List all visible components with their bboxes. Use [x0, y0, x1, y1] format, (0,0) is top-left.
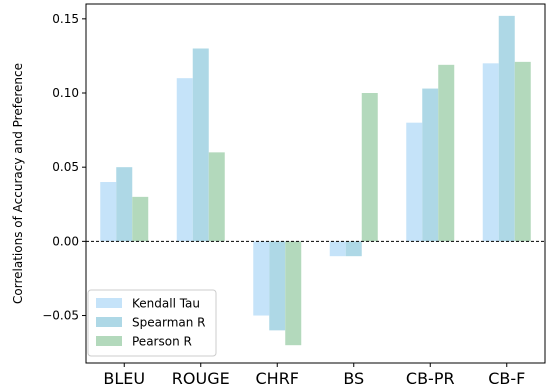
legend-label-pearson-r: Pearson R: [132, 335, 192, 349]
y-axis-label: Correlations of Accuracy and Preference: [11, 63, 25, 304]
y-tick-label: −0.05: [42, 309, 79, 323]
bar-bleu-kendall-tau: [100, 182, 117, 242]
plot-frame: [85, 3, 546, 364]
y-tick-label: 0.05: [52, 160, 79, 174]
bar-chrf-kendall-tau: [253, 241, 270, 316]
bar-bs-spearman-r: [345, 241, 362, 257]
bar-cb-f-kendall-tau: [482, 63, 499, 242]
bar-cb-f-spearman-r: [498, 15, 515, 242]
bar-cb-pr-spearman-r: [422, 88, 439, 242]
x-tick-label-cb-pr: CB-PR: [406, 369, 455, 388]
legend-swatch-pearson-r: [96, 336, 122, 346]
bars-group: [100, 15, 531, 346]
x-tick-label-bleu: BLEU: [103, 369, 145, 388]
legend-swatch-kendall-tau: [96, 298, 122, 308]
bar-rouge-kendall-tau: [176, 78, 193, 242]
x-tick-label-rouge: ROUGE: [172, 369, 230, 388]
x-tick-label-bs: BS: [343, 369, 364, 388]
bar-chrf-spearman-r: [269, 241, 286, 331]
x-tick-label-chrf: CHRF: [255, 369, 299, 388]
bar-chrf-pearson-r: [285, 241, 302, 346]
bar-cb-pr-kendall-tau: [406, 122, 423, 242]
legend: Kendall Tau Spearman R Pearson R: [87, 289, 217, 357]
bar-rouge-pearson-r: [208, 152, 225, 242]
legend-swatch-spearman-r: [96, 317, 122, 327]
y-tick-label: 0.15: [52, 12, 79, 26]
y-axis-ticks: −0.05 0.00 0.05 0.10 0.15: [42, 12, 86, 323]
bar-bs-pearson-r: [361, 93, 378, 242]
bar-cb-pr-pearson-r: [438, 64, 455, 242]
bar-rouge-spearman-r: [192, 48, 209, 242]
bar-bleu-spearman-r: [116, 167, 133, 242]
x-tick-label-cb-f: CB-F: [488, 369, 525, 388]
x-axis-ticks: BLEU ROUGE CHRF BS CB-PR CB-F: [103, 363, 525, 388]
legend-label-spearman-r: Spearman R: [132, 316, 206, 330]
y-tick-label: 0.00: [52, 234, 79, 248]
bar-bs-kendall-tau: [329, 241, 346, 257]
bar-bleu-pearson-r: [132, 196, 149, 242]
y-tick-label: 0.10: [52, 86, 79, 100]
bar-cb-f-pearson-r: [514, 61, 531, 242]
legend-label-kendall-tau: Kendall Tau: [132, 297, 200, 311]
